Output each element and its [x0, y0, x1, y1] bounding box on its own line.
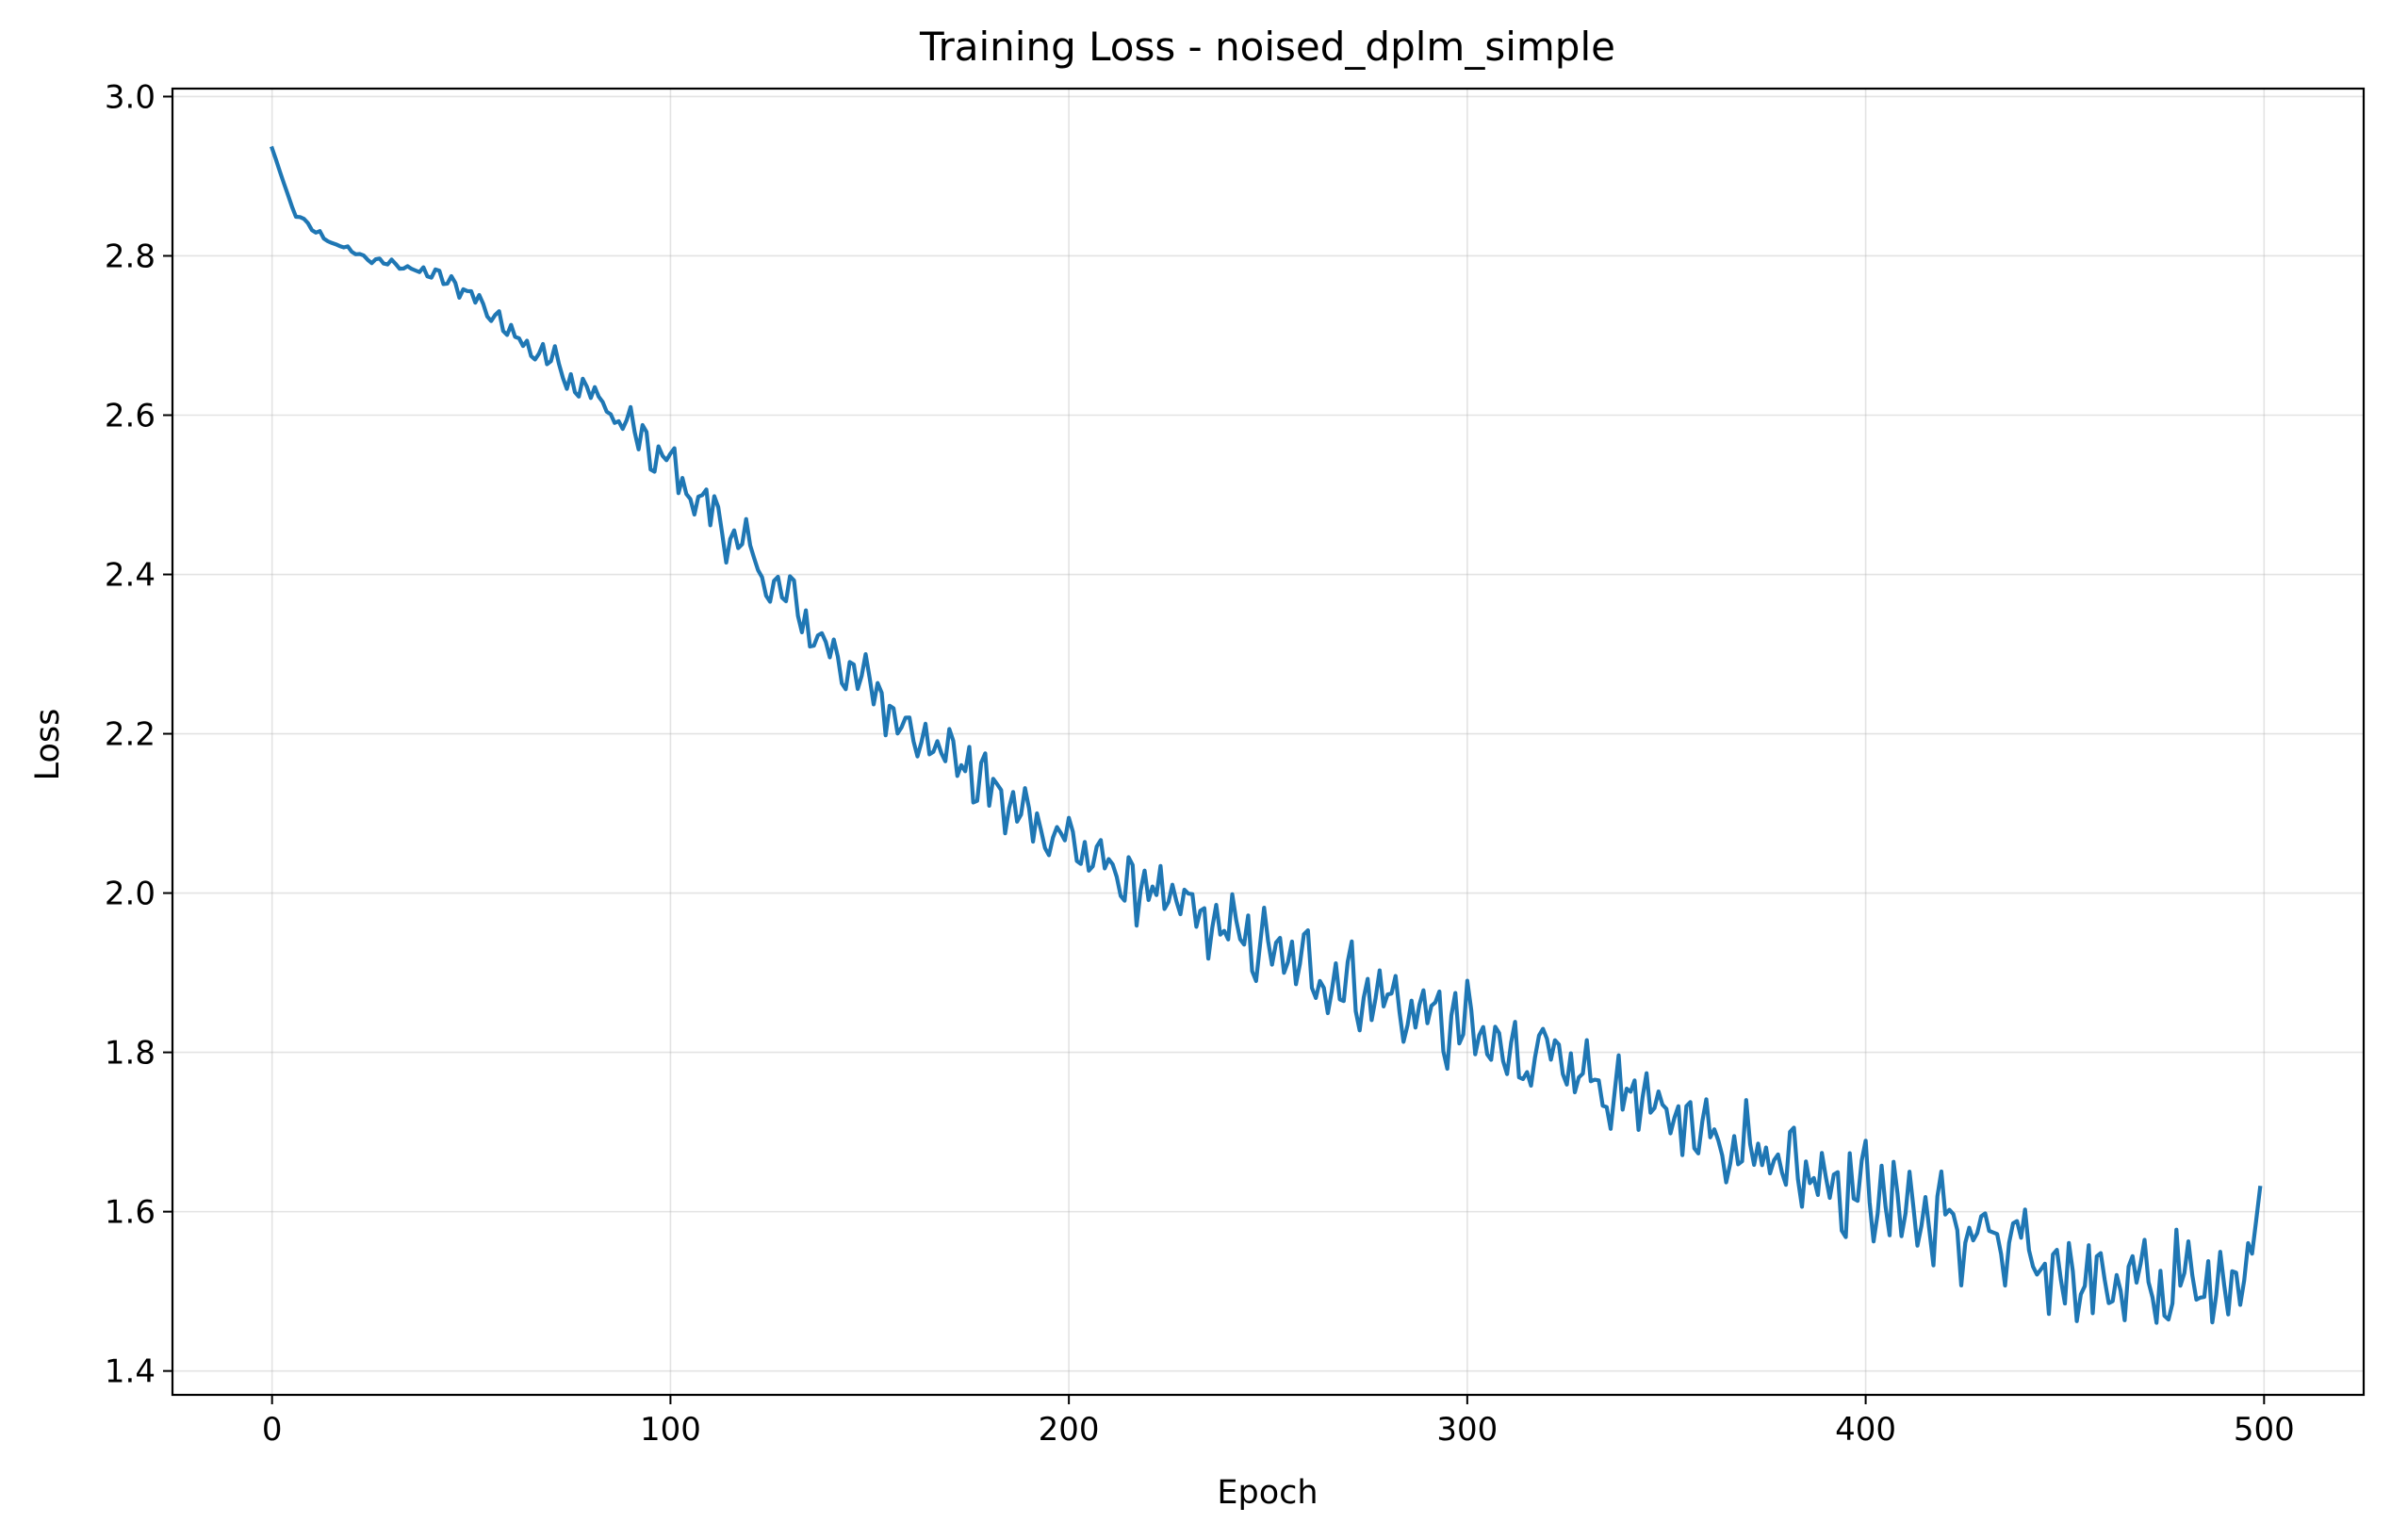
- x-tick-label: 400: [1835, 1411, 1896, 1449]
- x-tick-label: 300: [1436, 1411, 1498, 1449]
- y-tick-label: 1.8: [105, 1035, 156, 1073]
- y-tick-label: 2.6: [105, 398, 156, 435]
- plot-area: [270, 145, 2263, 1325]
- y-tick-label: 1.4: [105, 1353, 156, 1391]
- y-tick-label: 2.4: [105, 557, 156, 595]
- x-axis-ticks: 0 100 200 300 400 500: [262, 1395, 2295, 1449]
- y-axis-label: Loss: [29, 709, 67, 781]
- axes-frame: [171, 87, 2366, 1397]
- y-tick-label: 1.6: [105, 1194, 156, 1232]
- y-tick-label: 2.8: [105, 238, 156, 275]
- grid: [172, 89, 2364, 1395]
- loss-series-line: [270, 145, 2263, 1325]
- y-tick-label: 2.0: [105, 876, 156, 913]
- x-axis-label: Epoch: [1217, 1474, 1318, 1512]
- x-tick-label: 100: [640, 1411, 701, 1449]
- x-tick-label: 200: [1039, 1411, 1100, 1449]
- y-tick-label: 2.2: [105, 716, 156, 754]
- y-axis-ticks: 1.4 1.6 1.8 2.0 2.2 2.4 2.6 2.8 3.0: [105, 78, 172, 1391]
- chart-title: Training Loss - noised_dplm_simple: [919, 24, 1615, 70]
- x-tick-label: 0: [262, 1411, 283, 1449]
- y-tick-label: 3.0: [105, 78, 156, 116]
- x-tick-label: 500: [2234, 1411, 2295, 1449]
